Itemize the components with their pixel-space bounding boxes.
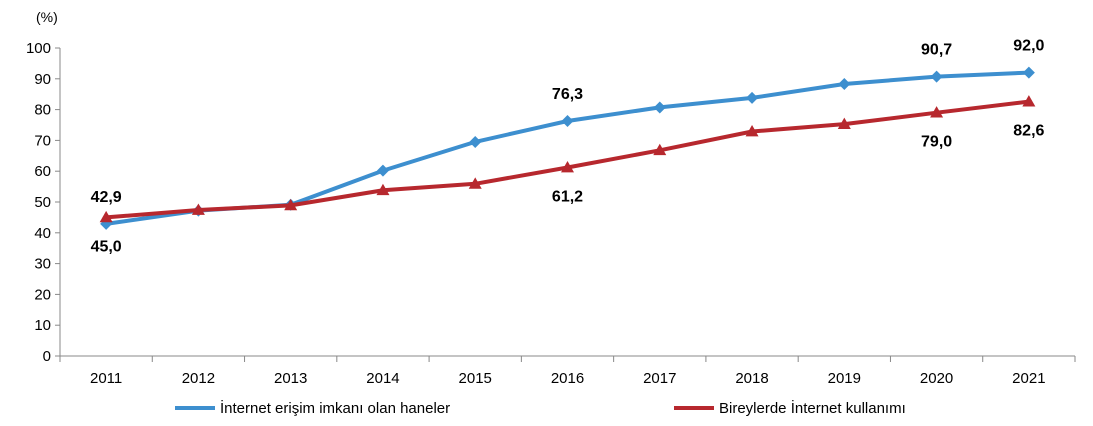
data-point-diamond <box>376 164 389 177</box>
x-tick-label-2016: 2016 <box>551 370 584 387</box>
y-tick-label: 80 <box>34 102 51 119</box>
data-label: 92,0 <box>1013 38 1044 55</box>
x-tick-label-2012: 2012 <box>182 370 215 387</box>
x-tick-label-2017: 2017 <box>643 370 676 387</box>
x-axis: 2011 2012 2013 2014 2015 2016 2017 2018 2019 2020… <box>59 355 1076 387</box>
data-point-diamond <box>838 78 851 91</box>
y-tick-label: 50 <box>34 194 51 211</box>
x-tick-label-2013: 2013 <box>274 370 307 387</box>
y-axis: 0 10 20 30 40 50 60 70 80 90 100 <box>26 40 61 365</box>
y-tick-label: 70 <box>34 132 51 149</box>
data-label: 45,0 <box>91 238 122 255</box>
x-tick-label-2015: 2015 <box>459 370 492 387</box>
data-label: 61,2 <box>552 189 583 206</box>
legend: İnternet erişim imkanı olan haneler Bire… <box>175 399 906 417</box>
data-point-triangle <box>1022 95 1036 107</box>
data-point-diamond <box>469 135 482 148</box>
data-point-triangle <box>284 198 298 211</box>
x-tick-label-2018: 2018 <box>735 370 768 387</box>
legend-label-internet-access-households: İnternet erişim imkanı olan haneler <box>220 399 450 417</box>
x-tick-label-2014: 2014 <box>366 370 399 387</box>
x-tick-label-2019: 2019 <box>828 370 861 387</box>
data-point-triangle <box>745 124 759 137</box>
data-point-diamond <box>746 91 759 104</box>
data-point-triangle <box>468 177 482 189</box>
y-unit-label: (%) <box>36 9 58 25</box>
data-label: 82,6 <box>1013 123 1044 140</box>
data-point-diamond <box>561 114 574 127</box>
y-tick-label: 90 <box>34 71 51 88</box>
data-point-triangle <box>561 161 574 173</box>
x-tick-label-2020: 2020 <box>920 370 953 387</box>
data-point-triangle <box>191 203 205 215</box>
y-tick-label: 0 <box>43 348 51 365</box>
data-label: 90,7 <box>921 42 952 59</box>
y-tick-label: 40 <box>34 225 51 242</box>
data-point-triangle <box>99 210 113 223</box>
data-label: 76,3 <box>552 86 583 103</box>
data-label: 79,0 <box>921 134 952 151</box>
data-point-diamond <box>653 101 666 114</box>
data-point-triangle <box>930 106 944 118</box>
y-tick-label: 30 <box>34 256 51 273</box>
data-point-diamond <box>1022 66 1035 79</box>
legend-label-individual-internet-use: Bireylerde İnternet kullanımı <box>719 399 906 417</box>
data-label: 42,9 <box>91 189 122 206</box>
data-point-triangle <box>376 183 390 196</box>
data-point-triangle <box>653 143 667 156</box>
series-group <box>99 66 1036 230</box>
x-tick-label-2021: 2021 <box>1012 370 1045 387</box>
y-tick-label: 60 <box>34 163 51 180</box>
y-tick-label: 10 <box>34 317 51 334</box>
data-labels: 42,9 45,0 76,3 61,2 90,7 79,0 92,0 82,6 <box>91 38 1045 256</box>
x-tick-label-2011: 2011 <box>90 370 122 387</box>
y-tick-label: 100 <box>26 40 51 57</box>
series-1 <box>99 95 1036 223</box>
data-point-triangle <box>837 117 851 129</box>
y-tick-label: 20 <box>34 286 51 303</box>
data-point-diamond <box>930 70 943 83</box>
